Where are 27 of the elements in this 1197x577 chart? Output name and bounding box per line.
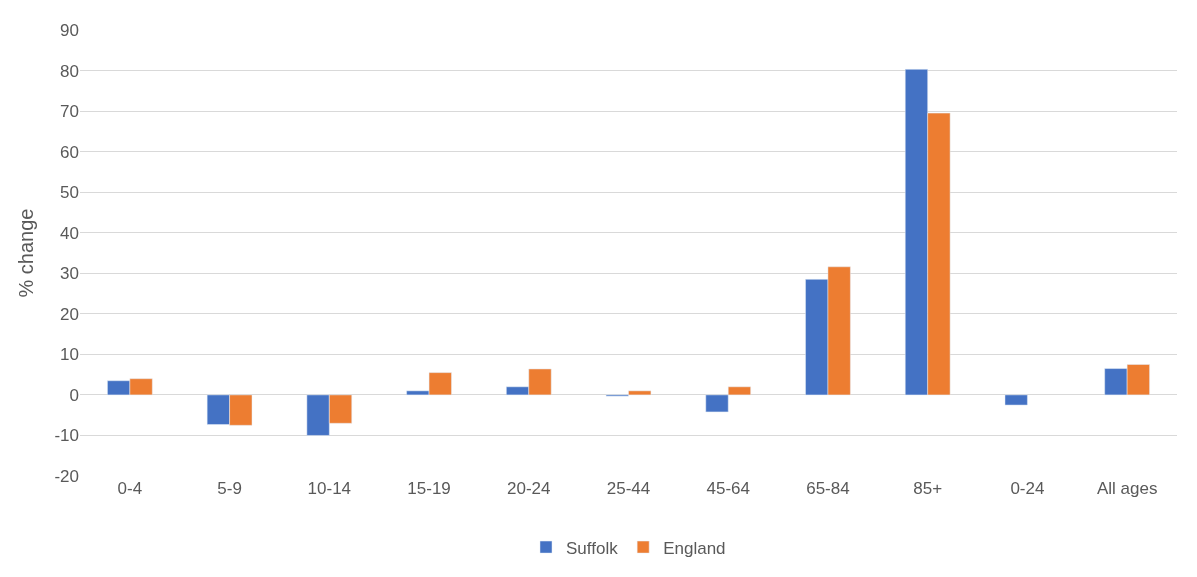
y-tick-label: 20 bbox=[60, 304, 79, 324]
y-tick-label: 30 bbox=[60, 264, 79, 284]
y-tick-label: 80 bbox=[60, 61, 79, 81]
x-tick-label: 20-24 bbox=[507, 479, 551, 498]
legend-label: Suffolk bbox=[566, 538, 619, 558]
y-tick-label: 60 bbox=[60, 142, 79, 162]
y-tick-label: 10 bbox=[60, 345, 79, 365]
y-tick-label: 50 bbox=[60, 183, 79, 203]
x-tick-label: 45-64 bbox=[706, 479, 750, 498]
x-tick-label: 5-9 bbox=[217, 479, 242, 498]
y-tick-label: 90 bbox=[60, 20, 79, 40]
y-axis-title: % change bbox=[14, 208, 37, 298]
legend-label: England bbox=[663, 538, 726, 558]
y-tick-label: -10 bbox=[54, 426, 79, 446]
x-tick-label: 0-24 bbox=[1010, 479, 1045, 498]
y-tick-label: 40 bbox=[60, 223, 79, 243]
bar bbox=[1004, 394, 1028, 406]
x-tick-label: All ages bbox=[1096, 479, 1158, 498]
y-tick-label: -20 bbox=[54, 466, 79, 486]
x-tick-label: 65-84 bbox=[806, 479, 850, 498]
x-tick-label: 85+ bbox=[913, 479, 943, 498]
x-tick-label: 25-44 bbox=[606, 479, 651, 498]
x-tick-label: 15-19 bbox=[407, 479, 451, 498]
x-tick-label: 0-4 bbox=[117, 479, 143, 498]
y-tick-label: 70 bbox=[60, 102, 79, 122]
y-tick-label: 0 bbox=[69, 385, 79, 405]
x-tick-label: 10-14 bbox=[307, 479, 352, 498]
